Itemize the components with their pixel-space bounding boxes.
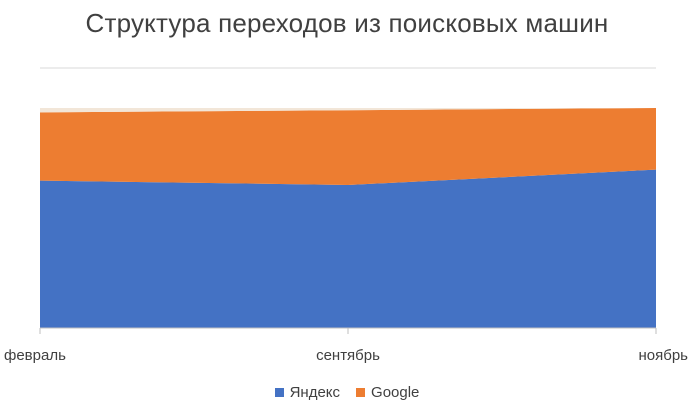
chart-title: Структура переходов из поисковых машин (85, 8, 609, 38)
x-tick-label: февраль (4, 347, 66, 364)
legend-label: Яндекс (289, 384, 341, 401)
chart-legend: Яндекс Google (0, 384, 694, 401)
x-tick-label: сентябрь (316, 347, 380, 364)
legend-label: Google (371, 384, 420, 401)
legend-swatch (356, 388, 366, 397)
legend-swatch (274, 388, 284, 397)
area-series-2 (40, 108, 656, 113)
legend-item: Яндекс (274, 384, 341, 401)
area-series-0 (40, 169, 656, 328)
area-series-1 (40, 108, 656, 185)
x-tick-label: ноябрь (639, 347, 689, 364)
legend-item: Google (356, 384, 419, 401)
